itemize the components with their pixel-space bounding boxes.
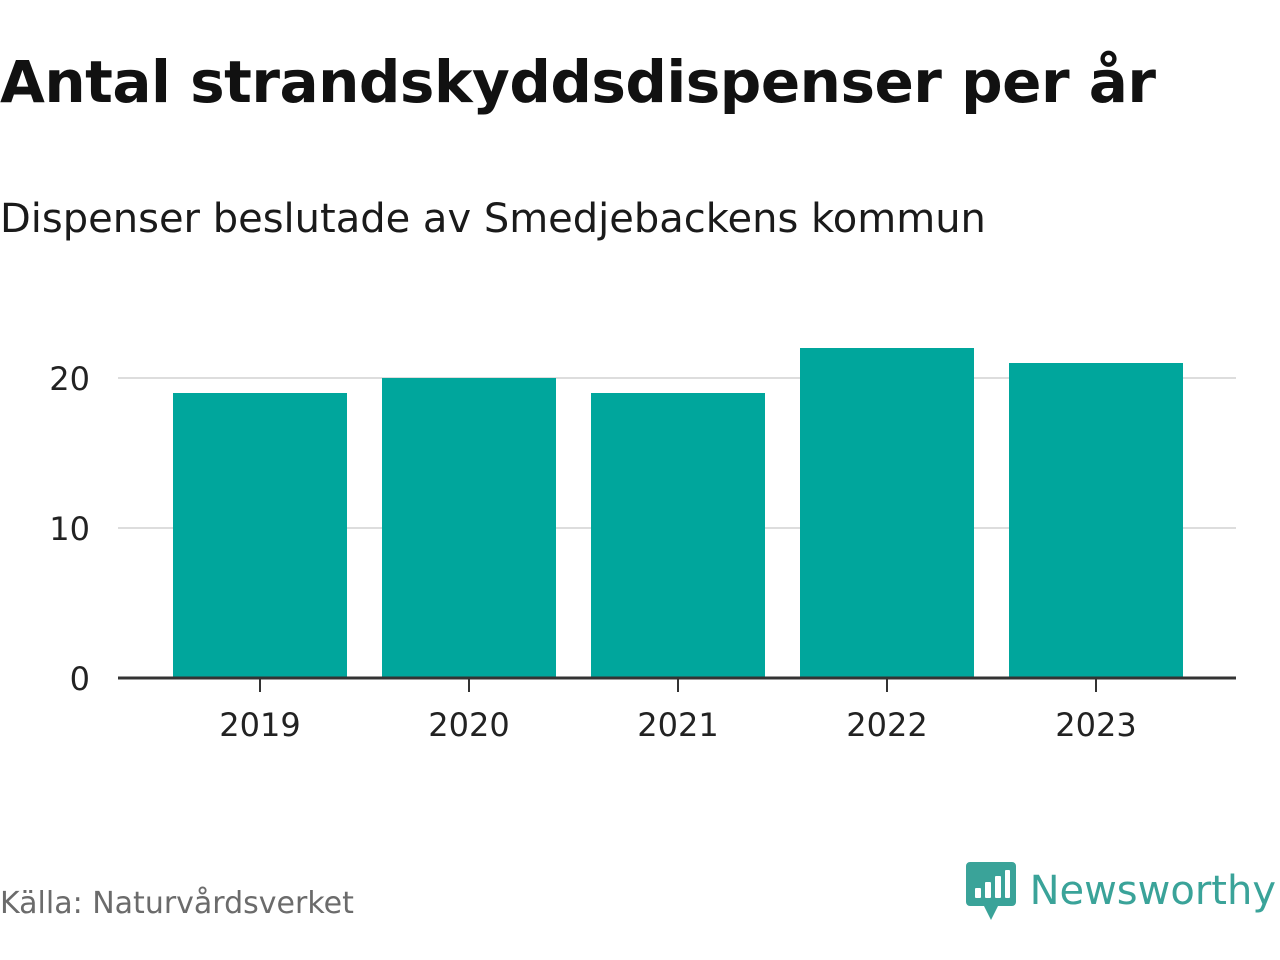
- bar-2020: [382, 378, 556, 678]
- y-tick-label: 0: [70, 660, 90, 698]
- bar-2021: [591, 393, 765, 678]
- x-tick-label: 2020: [428, 706, 509, 744]
- chart-bubble-icon: [965, 862, 1016, 920]
- source-note: Källa: Naturvårdsverket: [0, 886, 354, 921]
- x-tick-label: 2023: [1055, 706, 1136, 744]
- brand-name: Newsworthy: [1029, 868, 1276, 914]
- bar-chart: 0 10 20 2019 2020 2021 2022 2023: [49, 348, 1236, 744]
- bar-2022: [800, 348, 974, 678]
- chart-subtitle: Dispenser beslutade av Smedjebackens kom…: [0, 196, 986, 242]
- chart-title: Antal strandskyddsdispenser per år: [0, 48, 1156, 116]
- x-tick-label: 2022: [846, 706, 927, 744]
- bar-2019: [173, 393, 347, 678]
- bars: [173, 348, 1183, 678]
- axes: 0 10 20 2019 2020 2021 2022 2023: [49, 360, 1236, 744]
- y-tick-label: 20: [49, 360, 90, 398]
- x-tick-label: 2019: [219, 706, 300, 744]
- bar-2023: [1009, 363, 1183, 678]
- brand-logo: Newsworthy: [965, 862, 1276, 920]
- y-tick-label: 10: [49, 510, 90, 548]
- x-tick-label: 2021: [637, 706, 718, 744]
